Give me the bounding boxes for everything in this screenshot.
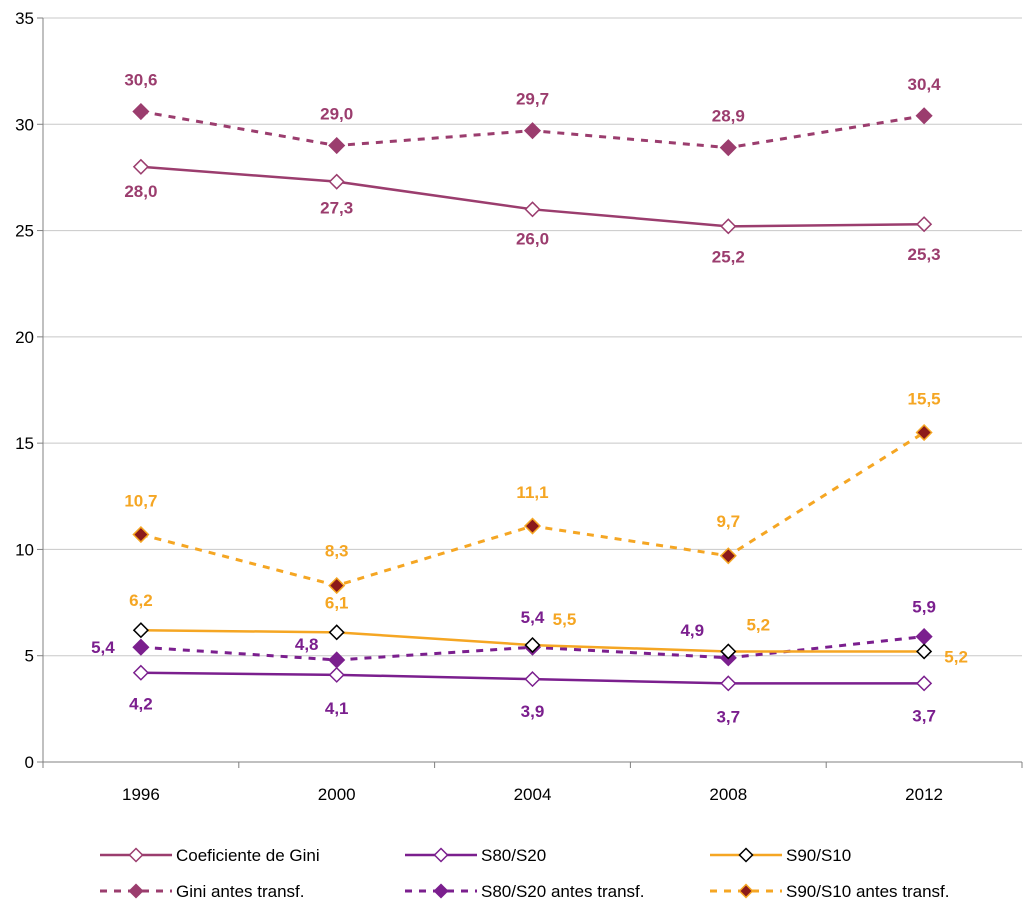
data-label: 11,1	[516, 483, 548, 502]
legend-label: S90/S10	[786, 846, 851, 865]
legend-label: Coeficiente de Gini	[176, 846, 320, 865]
y-tick-label: 15	[15, 434, 34, 453]
data-point	[915, 423, 933, 442]
data-point	[524, 201, 541, 218]
data-label: 4,1	[325, 699, 349, 718]
x-tick-label: 1996	[122, 785, 160, 804]
series-line	[140, 431, 925, 588]
data-label: 5,4	[521, 608, 545, 627]
series-line	[140, 165, 925, 228]
data-label: 4,8	[295, 635, 319, 654]
y-tick-label: 5	[25, 647, 34, 666]
legend-item: Gini antes transf.	[100, 882, 305, 901]
legend-label: Gini antes transf.	[176, 882, 305, 901]
legend-swatch-marker	[433, 847, 449, 863]
legend-swatch-marker	[433, 883, 449, 899]
data-label: 26,0	[516, 229, 549, 248]
data-point	[916, 643, 933, 660]
data-label: 5,9	[912, 598, 936, 617]
data-point	[916, 675, 933, 692]
legend-item: S80/S20 antes transf.	[405, 882, 645, 901]
x-tick-label: 2004	[514, 785, 552, 804]
data-point	[328, 577, 346, 595]
data-label: 4,2	[129, 695, 153, 714]
data-point	[328, 173, 345, 190]
data-label: 8,3	[325, 542, 349, 561]
data-label: 30,6	[124, 71, 157, 90]
data-label: 27,3	[320, 199, 353, 218]
legend: Coeficiente de Gini S80/S20 S90/S10 Gini an…	[100, 846, 950, 901]
legend-swatch-marker	[128, 883, 144, 899]
legend-label: S80/S20 antes transf.	[481, 882, 645, 901]
data-label: 25,2	[712, 247, 745, 266]
legend-label: S80/S20	[481, 846, 546, 865]
gridlines	[37, 17, 1022, 763]
data-point	[720, 643, 737, 660]
legend-swatch-marker	[738, 883, 754, 899]
data-label: 5,2	[944, 647, 968, 666]
x-tick-label: 2008	[709, 785, 747, 804]
data-point	[523, 122, 542, 140]
data-label: 6,1	[325, 593, 349, 612]
data-label: 3,9	[521, 702, 545, 721]
legend-label: S90/S10 antes transf.	[786, 882, 950, 901]
y-tick-label: 25	[15, 222, 34, 241]
data-label: 6,2	[129, 591, 153, 610]
data-point	[328, 136, 346, 155]
y-tick-label: 0	[25, 753, 34, 772]
data-point	[524, 671, 541, 688]
x-tick-label: 2000	[318, 785, 356, 804]
data-label: 5,5	[553, 610, 577, 629]
data-label: 3,7	[716, 707, 740, 726]
data-point	[523, 517, 542, 535]
data-label: 30,4	[908, 75, 942, 94]
data-label: 29,0	[320, 105, 353, 124]
data-label: 28,0	[124, 182, 157, 201]
y-tick-label: 20	[15, 328, 34, 347]
data-point	[719, 139, 737, 157]
data-label: 9,7	[716, 512, 740, 531]
data-point	[132, 638, 150, 656]
y-tick-label: 10	[15, 540, 34, 559]
data-label: 4,9	[680, 621, 704, 640]
data-point	[328, 651, 346, 669]
data-label: 5,4	[91, 638, 115, 657]
data-label: 25,3	[908, 245, 941, 264]
data-point	[720, 675, 737, 692]
data-point	[328, 624, 345, 641]
data-point	[915, 107, 933, 125]
data-label: 28,9	[712, 107, 745, 126]
data-point	[719, 547, 737, 565]
data-point	[132, 664, 149, 681]
data-label: 3,7	[912, 706, 936, 725]
data-point	[132, 102, 150, 121]
data-point	[132, 525, 150, 544]
legend-item: S90/S10 antes transf.	[710, 882, 950, 901]
data-point	[524, 637, 541, 654]
data-label: 5,2	[746, 615, 770, 634]
x-tick-label: 2012	[905, 785, 943, 804]
y-tick-label: 35	[15, 9, 34, 28]
data-point	[132, 158, 149, 175]
data-label: 10,7	[124, 492, 157, 511]
data-point	[132, 622, 149, 639]
data-point	[720, 218, 737, 235]
data-point	[915, 628, 933, 646]
data-label: 29,7	[516, 90, 549, 109]
data-label: 15,5	[908, 390, 941, 409]
legend-swatch-marker	[738, 847, 754, 863]
data-point	[328, 666, 345, 683]
legend-swatch-marker	[128, 847, 144, 863]
legend-item: Coeficiente de Gini	[100, 846, 320, 865]
data-point	[916, 216, 933, 233]
y-tick-label: 30	[15, 115, 34, 134]
legend-item: S80/S20	[405, 846, 546, 865]
legend-item: S90/S10	[710, 846, 851, 865]
